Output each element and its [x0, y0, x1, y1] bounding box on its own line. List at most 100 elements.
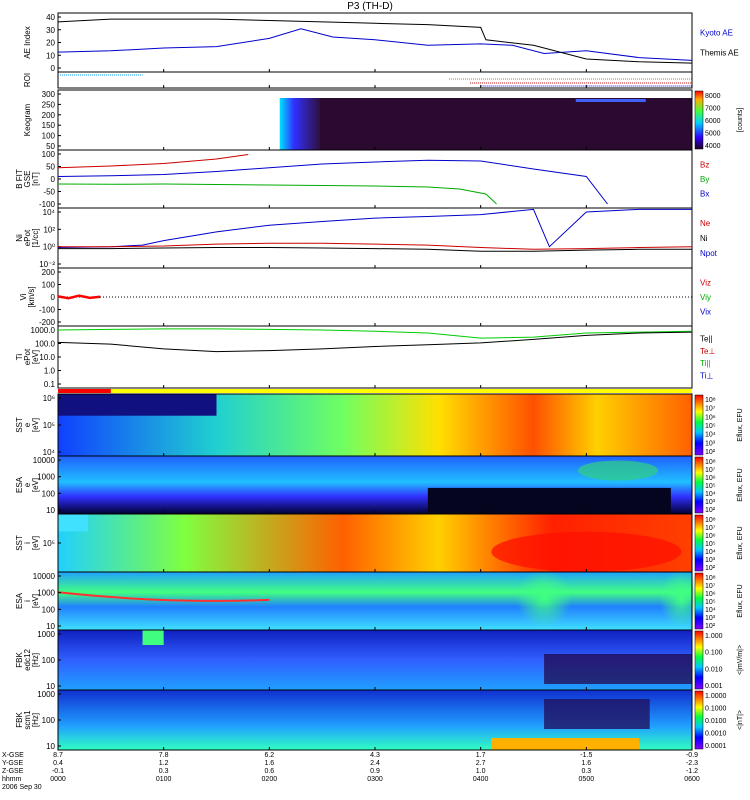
fbk-b-dark	[544, 699, 650, 729]
legend-viy: Viy	[700, 293, 711, 302]
colorbar-label: <|mV/m|>	[737, 645, 744, 675]
ytick-label: 200	[42, 111, 56, 120]
ytick-label: 20	[46, 39, 55, 48]
xaxis-row-label: Y-GSE	[2, 760, 23, 767]
colorbar-tick: 8000	[705, 93, 721, 100]
series-bx	[57, 159, 608, 205]
xaxis-z-value: -1.2	[686, 768, 698, 775]
colorbar-tick: 10⁵	[705, 541, 716, 548]
ytick-label: 10⁴	[43, 208, 56, 217]
ytick-label: 10⁰	[43, 243, 55, 252]
legend-te: Te⊥	[700, 347, 715, 356]
series-ti	[57, 328, 693, 339]
colorbar-tick: 10³	[705, 615, 716, 622]
colorbar-label: <|nT|>	[737, 710, 744, 730]
xaxis-y-value: 1.6	[581, 760, 591, 767]
panel-roi: ROI	[23, 71, 693, 89]
panel-ylabel: AE Index	[23, 26, 32, 58]
ylabel-line: [eV]	[31, 536, 40, 550]
ylabel-line: FBK	[15, 652, 24, 668]
colorbar-tick: 10⁶	[705, 475, 716, 482]
ytick-label: 0	[51, 64, 56, 73]
panel-ylabel: B FITGSE[nT]	[15, 169, 40, 189]
ylabel-line: [km/s]	[27, 286, 36, 307]
ylabel-line: scm1	[23, 710, 32, 730]
ytick-label: 250	[42, 100, 56, 109]
ylabel-line: ROI	[23, 73, 32, 87]
ylabel-line: i	[23, 600, 32, 602]
ylabel-line: i	[23, 542, 32, 544]
ytick-label: 10.0	[39, 353, 55, 362]
xaxis-time-value: 0100	[156, 776, 172, 783]
panel-ylabel: TiePot[eV]	[15, 348, 40, 365]
panel-ylabel: ESAe[eV]	[15, 476, 40, 493]
ytick-label: 0	[51, 175, 56, 184]
xaxis-z-value: 1.0	[476, 768, 486, 775]
series-ne	[58, 242, 693, 250]
legend-bx: Bx	[700, 190, 709, 199]
panel-ylabel: SSTi[eV]	[15, 535, 40, 551]
ytick-label: 100	[42, 132, 56, 141]
series-npot	[57, 208, 692, 248]
xaxis-row-label: 2006 Sep 30	[2, 784, 42, 791]
ytick-label: 10	[46, 742, 55, 751]
mode-bar-burst	[58, 389, 111, 393]
ytick-label: -100	[39, 200, 56, 209]
ytick-label: 1000	[37, 589, 55, 598]
ylabel-line: B FIT	[15, 169, 24, 189]
ytick-label: 10	[46, 622, 55, 631]
panel-esa_e: ESAe[eV] 10000 1000 100 10 10⁸10⁷10⁶10⁵10⁴10³…	[15, 455, 744, 515]
fbk-e-burst	[142, 630, 164, 645]
xaxis-x-value: 7.8	[159, 752, 169, 759]
colorbar-tick: 10⁸	[705, 459, 716, 466]
ytick-label: 150	[42, 121, 56, 130]
fbk-e-dark	[544, 654, 692, 684]
legend-viz: Viz	[700, 279, 711, 288]
ylabel-line: Vi	[19, 293, 28, 300]
xaxis-time-value: 0000	[50, 776, 66, 783]
colorbar	[694, 690, 704, 750]
panel-frame	[57, 12, 693, 73]
fbk-b-hot	[491, 738, 640, 750]
ytick-label: 10⁵	[43, 421, 55, 430]
ytick-label: 30	[46, 26, 55, 35]
colorbar-tick: 10³	[705, 440, 716, 447]
xaxis-time-value: 0200	[262, 776, 278, 783]
panel-ylabel: ESAi[eV]	[15, 592, 40, 609]
colorbar-tick: 10²	[705, 565, 716, 572]
legend-themisae: Themis AE	[700, 48, 739, 57]
colorbar-tick: 7000	[705, 106, 721, 113]
xaxis-x-value: -1.5	[580, 752, 592, 759]
colorbar-tick: 10²	[705, 507, 716, 514]
colorbar-tick: 10⁴	[705, 607, 716, 614]
xaxis-y-value: -2.3	[686, 760, 698, 767]
colorbar-tick: 0.0001	[705, 743, 727, 750]
xaxis-x-value: 6.2	[264, 752, 274, 759]
panel-frame	[57, 149, 693, 209]
ylabel-line: edc12	[23, 649, 32, 671]
esa-ion-spectrogram	[58, 572, 692, 630]
colorbar-tick: 4000	[705, 143, 721, 150]
colorbar-tick: 10⁴	[705, 549, 716, 556]
colorbar-tick: 10⁴	[705, 491, 716, 498]
panel-ylabel: FBKscm1[Hz]	[15, 710, 40, 730]
esa-ion-band	[57, 591, 270, 602]
colorbar-tick: 5000	[705, 131, 721, 138]
colorbar	[694, 630, 704, 690]
keogram-dawn-edge	[279, 98, 320, 150]
mode-bar	[58, 389, 692, 393]
colorbar-tick: 10⁷	[705, 406, 716, 413]
ylabel-line: ESA	[15, 476, 24, 493]
sst-ion-left	[58, 514, 88, 532]
legend-ni: Ni	[700, 234, 708, 243]
colorbar-tick: 10⁷	[705, 525, 716, 532]
series-by	[57, 183, 497, 205]
panel-ylabel: Vi[km/s]	[19, 286, 36, 307]
colorbar-tick: 10²	[705, 449, 716, 456]
ytick-label: 100.0	[35, 340, 56, 349]
ylabel-line: ePot	[23, 229, 32, 246]
ylabel-line: Ti	[15, 354, 24, 361]
